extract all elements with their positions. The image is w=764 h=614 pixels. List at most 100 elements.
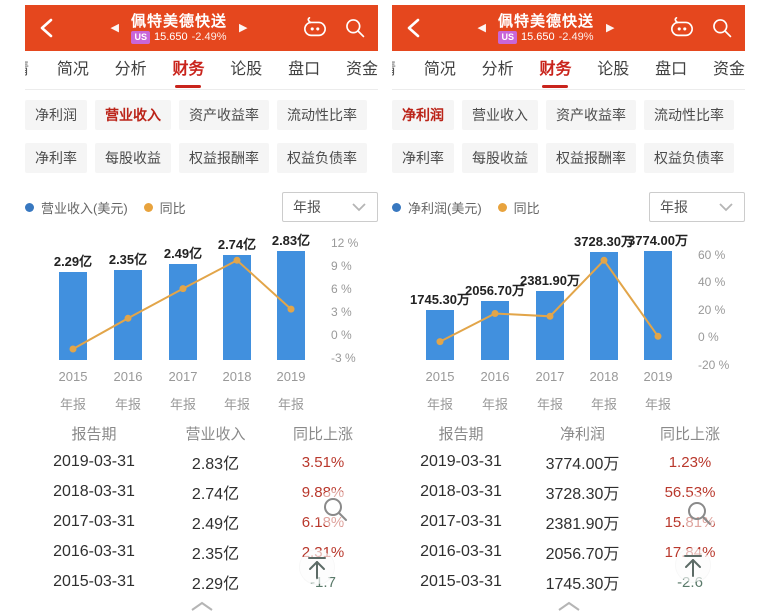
line-series-dot-icon [497,202,507,212]
tab-funds[interactable]: 资金 [712,60,745,78]
chip-net-margin[interactable]: 净利率 [392,143,454,173]
chip-liquidity-ratio[interactable]: 流动性比率 [644,100,734,130]
chart-legend: 营业收入(美元) 同比 年报 [25,190,378,224]
col-yoy: 同比上涨 [659,425,720,443]
tab-overview[interactable]: 简况 [423,60,456,78]
bar-value-label: 2.35亿 [108,251,148,267]
x-axis-year-label: 2018 [589,369,619,384]
tab-clipped-edge[interactable]: 情 [25,51,31,90]
report-date: 2016-03-31 [53,543,135,560]
x-axis-year-label: 2017 [168,369,198,384]
back-to-top-icon[interactable] [676,548,710,582]
chip-debt-equity[interactable]: 权益负债率 [277,143,367,173]
zoom-watermark-icon[interactable] [316,490,354,528]
tab-quote[interactable]: 盘口 [288,60,321,78]
chip-net-profit[interactable]: 净利润 [25,100,87,130]
period-select[interactable]: 年报 [649,192,745,222]
bar-value-label: 1745.30万 [410,291,470,307]
report-value: 2.74亿 [191,486,240,503]
bar-value-label: 2.74亿 [217,236,257,252]
x-axis-period-label: 年报 [59,397,86,412]
yoy-value: 1.23% [668,453,712,471]
report-date: 2019-03-31 [53,453,135,470]
report-date: 2017-03-31 [53,513,135,530]
bar-2015 [59,271,87,360]
x-axis-period-label: 年报 [644,397,671,412]
chip-roa[interactable]: 资产收益率 [546,100,636,130]
tab-analysis[interactable]: 分析 [481,60,514,78]
report-date: 2015-03-31 [53,573,135,590]
x-axis-year-label: 2019 [643,369,673,384]
tab-funds[interactable]: 资金 [345,60,378,78]
app-header: ◀ 佩特美德快送 US 15.650 -2.49% ▶ [25,5,378,51]
stock-price: 15.650 [520,31,555,43]
collapse-chevron-icon[interactable] [392,601,745,611]
chip-roe[interactable]: 权益报酬率 [546,143,636,173]
col-net-profit: 净利润 [559,425,605,443]
yoy-value: 3.51% [301,453,345,471]
period-select[interactable]: 年报 [282,192,378,222]
y2-axis-tick: 0 % [331,328,352,342]
bar-value-label: 2.83亿 [271,233,311,248]
chip-revenue[interactable]: 营业收入 [95,100,171,130]
period-select-value: 年报 [293,199,321,215]
bar-2016 [114,269,142,360]
report-date: 2018-03-31 [420,483,502,500]
zoom-watermark-icon[interactable] [680,494,718,532]
report-date: 2018-03-31 [53,483,135,500]
revenue-yoy-chart: 2.29亿 2015 年报 2.35亿 2016 年报 2.49亿 2017 年报 2.74亿 20… [25,228,378,413]
tab-forum[interactable]: 论股 [230,60,263,78]
chip-net-profit[interactable]: 净利润 [392,100,454,130]
chip-revenue[interactable]: 营业收入 [462,100,538,130]
tab-finance[interactable]: 财务 [172,51,204,90]
collapse-chevron-icon[interactable] [25,601,378,611]
x-axis-year-label: 2016 [480,369,510,384]
report-value: 2381.90万 [545,516,620,533]
report-table: 报告期 净利润 同比上涨 2019-03-31 3774.00万 1.23% 2… [392,419,745,597]
chip-eps[interactable]: 每股收益 [462,143,538,173]
bar-2019 [277,251,305,360]
report-value: 1745.30万 [545,576,620,593]
chip-debt-equity[interactable]: 权益负债率 [644,143,734,173]
x-axis-year-label: 2018 [222,369,252,384]
prev-stock-icon[interactable]: ◀ [110,21,119,34]
tab-analysis[interactable]: 分析 [114,60,147,78]
x-axis-period-label: 年报 [277,397,304,412]
chip-roa[interactable]: 资产收益率 [179,100,269,130]
chip-net-margin[interactable]: 净利率 [25,143,87,173]
report-value: 2.35亿 [191,546,240,563]
back-icon[interactable] [37,16,57,40]
tab-forum[interactable]: 论股 [597,60,630,78]
y2-axis-tick: 0 % [698,330,719,344]
back-to-top-icon[interactable] [300,550,334,584]
tab-overview[interactable]: 简况 [56,60,89,78]
table-row: 2019-03-31 2.83亿 3.51% [25,447,378,477]
search-icon[interactable] [711,17,733,39]
next-stock-icon[interactable]: ▶ [606,21,615,34]
chip-liquidity-ratio[interactable]: 流动性比率 [277,100,367,130]
col-report-period: 报告期 [438,425,484,443]
prev-stock-icon[interactable]: ◀ [477,21,486,34]
x-axis-period-label: 年报 [223,397,250,412]
tab-quote[interactable]: 盘口 [655,60,688,78]
chip-roe[interactable]: 权益报酬率 [179,143,269,173]
report-date: 2017-03-31 [420,513,502,530]
y2-axis-tick: 20 % [698,302,726,317]
line-series-label: 同比 [513,200,540,216]
next-stock-icon[interactable]: ▶ [239,21,248,34]
tab-finance[interactable]: 财务 [539,51,571,90]
back-icon[interactable] [404,16,424,40]
report-value: 2.29亿 [191,576,240,593]
bar-value-label: 2056.70万 [465,282,525,298]
x-axis-period-label: 年报 [426,397,453,412]
assistant-robot-icon[interactable] [668,16,696,40]
search-icon[interactable] [344,17,366,39]
panel-revenue: ◀ 佩特美德快送 US 15.650 -2.49% ▶ [0,0,382,614]
assistant-robot-icon[interactable] [301,16,329,40]
chevron-down-icon [719,203,733,212]
tab-clipped-edge[interactable]: 情 [392,51,398,90]
col-revenue: 营业收入 [185,425,246,443]
chip-eps[interactable]: 每股收益 [95,143,171,173]
x-axis-year-label: 2017 [535,369,565,384]
